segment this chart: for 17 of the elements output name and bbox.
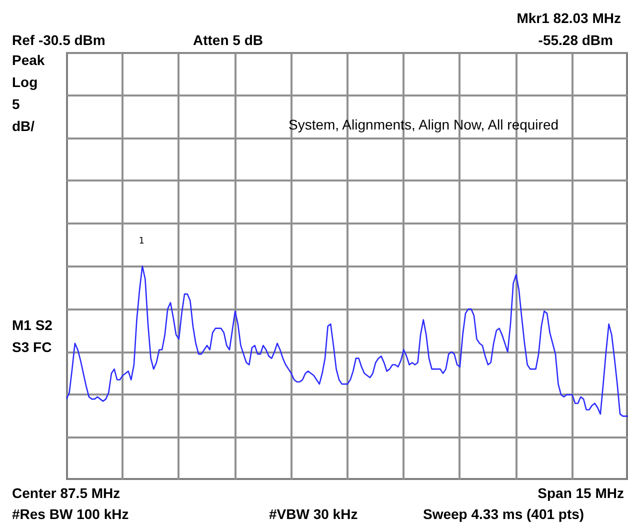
text: dB/: [12, 118, 35, 134]
text: Peak: [12, 52, 45, 68]
text: Sweep 4.33 ms (401 pts): [423, 506, 584, 522]
text: Span 15 MHz: [538, 485, 624, 501]
text: S3 FC: [12, 339, 52, 355]
text: 5: [12, 96, 20, 112]
text: -55.28 dBm: [538, 32, 613, 48]
text: Center 87.5 MHz: [12, 485, 120, 501]
text: Log: [12, 74, 38, 90]
text: 1: [138, 236, 144, 246]
text: Ref -30.5 dBm: [12, 32, 106, 48]
text: Mkr1 82.03 MHz: [516, 10, 621, 26]
text: System, Alignments, Align Now, All required: [288, 116, 559, 132]
text: M1 S2: [12, 317, 52, 333]
text: Atten 5 dB: [193, 32, 263, 48]
text: #Res BW 100 kHz: [12, 506, 129, 522]
text: #VBW 30 kHz: [269, 506, 358, 522]
